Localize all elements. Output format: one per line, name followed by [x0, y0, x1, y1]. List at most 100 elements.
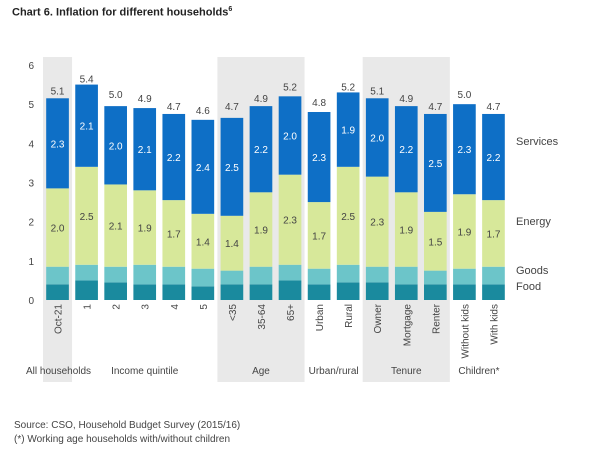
- bar-segment-goods: [162, 266, 186, 285]
- data-label: 2.5: [341, 212, 355, 223]
- data-label: 2.5: [225, 163, 239, 174]
- x-tick-label: Without kids: [460, 304, 471, 358]
- data-label: 1.9: [254, 226, 268, 237]
- data-label: 2.5: [428, 159, 442, 170]
- y-tick-label: 3: [28, 179, 34, 190]
- data-label: 2.2: [399, 145, 413, 156]
- bar-segment-services: [75, 84, 98, 167]
- bar-segment-food: [424, 284, 447, 300]
- bar-segment-energy: [104, 184, 127, 267]
- data-label: 2.2: [167, 153, 181, 164]
- bar-segment-goods: [191, 268, 215, 287]
- bar-segment-energy: [220, 215, 244, 271]
- group-label: Income quintile: [111, 366, 179, 377]
- bar-segment-food: [104, 282, 127, 300]
- bar-segment-food: [482, 284, 505, 300]
- total-label: 4.9: [254, 94, 268, 105]
- x-tick-label: 2: [112, 304, 123, 310]
- bar-segment-energy: [162, 200, 186, 267]
- y-tick-label: 6: [28, 61, 34, 72]
- data-label: 2.3: [51, 139, 65, 150]
- bar-segment-goods: [249, 266, 273, 285]
- x-tick-label: Urban: [315, 304, 326, 331]
- data-label: 2.3: [370, 218, 384, 229]
- bar-segment-energy: [336, 166, 360, 265]
- data-label: 1.9: [457, 227, 471, 238]
- data-label: 1.7: [312, 231, 326, 242]
- bar-segment-energy: [46, 188, 69, 267]
- x-tick-label: 65+: [286, 304, 297, 321]
- data-label: 2.3: [283, 216, 297, 227]
- x-tick-label: 35-64: [257, 304, 268, 330]
- bar-segment-goods: [307, 268, 331, 285]
- total-label: 5.4: [80, 75, 94, 86]
- x-tick-label: <35: [228, 304, 239, 321]
- data-label: 2.2: [254, 145, 268, 156]
- bar-segment-services: [162, 113, 186, 201]
- bar-segment-services: [365, 98, 389, 177]
- x-tick-label: 4: [170, 304, 181, 310]
- data-label: 1.9: [138, 224, 152, 235]
- y-tick-label: 2: [28, 218, 34, 229]
- bar-segment-goods: [482, 266, 505, 285]
- bar-segment-food: [46, 284, 69, 300]
- bar-segment-services: [133, 108, 157, 191]
- legend-label-goods: Goods: [516, 265, 549, 277]
- bar-segment-food: [394, 284, 418, 300]
- bar-segment-services: [453, 104, 476, 195]
- bar-segment-energy: [453, 194, 476, 269]
- data-label: 2.0: [370, 133, 384, 144]
- data-label: 2.4: [196, 163, 210, 174]
- bar-segment-services: [220, 117, 244, 216]
- chart-title-text: Chart 6. Inflation for different househo…: [12, 6, 229, 19]
- data-label: 1.7: [487, 229, 501, 240]
- total-label: 4.7: [428, 102, 442, 113]
- bar-segment-energy: [278, 174, 302, 265]
- x-tick-label: 1: [83, 304, 94, 310]
- total-label: 4.8: [312, 98, 326, 109]
- bar-segment-goods: [46, 266, 69, 285]
- total-label: 5.2: [283, 82, 297, 93]
- total-label: 5.0: [109, 90, 123, 101]
- bar-segment-services: [104, 106, 127, 185]
- y-tick-label: 5: [28, 100, 34, 111]
- bar-segment-energy: [482, 200, 505, 267]
- bar-segment-goods: [278, 264, 302, 281]
- total-label: 4.9: [138, 94, 152, 105]
- group-label: Tenure: [391, 366, 422, 377]
- bar-segment-food: [453, 284, 476, 300]
- data-label: 1.7: [167, 229, 181, 240]
- bar-segment-food: [336, 282, 360, 300]
- bar-segment-services: [46, 98, 69, 189]
- data-label: 2.3: [457, 145, 471, 156]
- bar-segment-food: [365, 282, 389, 300]
- bar-segment-goods: [336, 264, 360, 283]
- data-label: 2.1: [138, 145, 152, 156]
- bar-segment-services: [482, 113, 505, 201]
- x-tick-label: Oct-21: [54, 304, 65, 334]
- data-label: 2.0: [109, 141, 123, 152]
- bar-segment-food: [249, 284, 273, 300]
- bar-segment-energy: [191, 213, 215, 269]
- bar-segment-food: [75, 280, 98, 300]
- bar-segment-energy: [75, 166, 98, 265]
- bar-segment-food: [191, 286, 215, 300]
- total-label: 4.7: [167, 102, 181, 113]
- x-tick-label: Rural: [344, 304, 355, 328]
- total-label: 4.9: [399, 94, 413, 105]
- data-label: 1.9: [341, 126, 355, 137]
- chart-title-footnote-ref: 6: [228, 6, 233, 13]
- bar-segment-services: [249, 106, 273, 193]
- y-tick-label: 4: [28, 139, 34, 150]
- chart-title: Chart 6. Inflation for different househo…: [12, 6, 232, 19]
- x-tick-label: Mortgage: [402, 304, 413, 347]
- bar-segment-services: [394, 106, 418, 193]
- y-tick-label: 1: [28, 257, 34, 268]
- bar-segment-goods: [75, 264, 98, 281]
- bar-segment-goods: [133, 264, 157, 285]
- bar-segment-services: [307, 112, 331, 203]
- bar-segment-energy: [365, 176, 389, 267]
- bar-segment-food: [220, 284, 244, 300]
- group-label: Age: [252, 366, 270, 377]
